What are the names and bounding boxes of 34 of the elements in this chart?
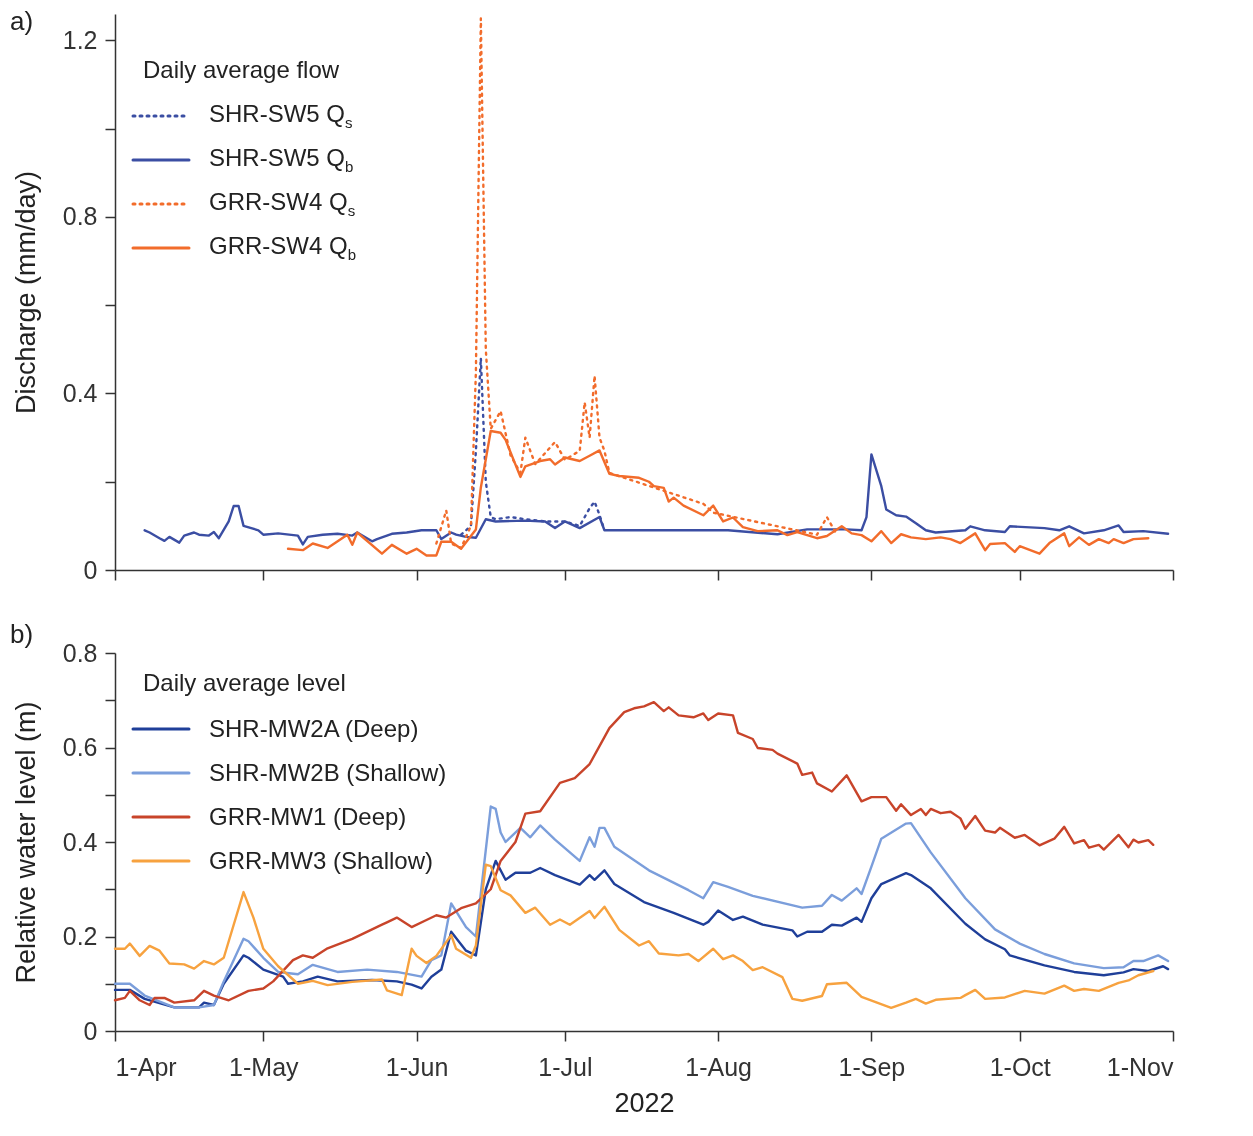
legend-label: SHR-SW5 Q$_{b}$	[209, 144, 354, 175]
legend-label: SHR-MW2B (Shallow)	[209, 759, 447, 786]
y-tick-label: 0.2	[62, 922, 98, 950]
y-axis-title: Discharge (mm/day)	[10, 170, 41, 415]
y-tick-label: 0.4	[62, 378, 98, 407]
legend-label: SHR-SW5 Q$_{s}$	[209, 100, 353, 131]
y-axis-title: Relative water level (m)	[10, 701, 41, 984]
legend-label: GRR-SW4 Q$_{s}$	[209, 188, 356, 219]
y-tick-label: 0.8	[62, 202, 98, 231]
x-axis-title: 2022	[614, 1087, 675, 1118]
x-tick-label: 1-Jun	[385, 1052, 449, 1081]
y-tick-label: 0	[83, 1016, 98, 1045]
legend-label: GRR-MW1 (Deep)	[209, 803, 407, 830]
y-tick-label: 1.2	[62, 25, 98, 54]
x-tick-label: 1-Sep	[838, 1052, 906, 1081]
y-tick-label: 0	[83, 555, 98, 584]
y-tick-label: 0.8	[62, 638, 98, 667]
text: a)	[10, 6, 34, 38]
legend-title: Daily average flow	[143, 56, 341, 83]
x-tick-label: 1-Jul	[538, 1052, 593, 1081]
x-tick-label: 1-May	[229, 1052, 300, 1081]
x-tick-label: 1-Oct	[989, 1052, 1051, 1081]
legend-label: GRR-MW3 (Shallow)	[209, 847, 434, 874]
legend-title: Daily average level	[143, 669, 347, 696]
y-tick-label: 0.6	[62, 733, 98, 761]
legend-label: GRR-SW4 Q$_{b}$	[209, 232, 357, 263]
text: b)	[10, 619, 34, 650]
x-tick-label: 1-Aug	[685, 1052, 753, 1081]
legend-label: SHR-MW2A (Deep)	[209, 715, 419, 742]
x-tick-label: 1-Apr	[115, 1052, 177, 1081]
y-tick-label: 0.4	[62, 827, 98, 856]
line-series	[113, 700, 1155, 1007]
line-series	[113, 805, 1170, 1009]
x-tick-label: 1-Nov	[1106, 1052, 1174, 1081]
